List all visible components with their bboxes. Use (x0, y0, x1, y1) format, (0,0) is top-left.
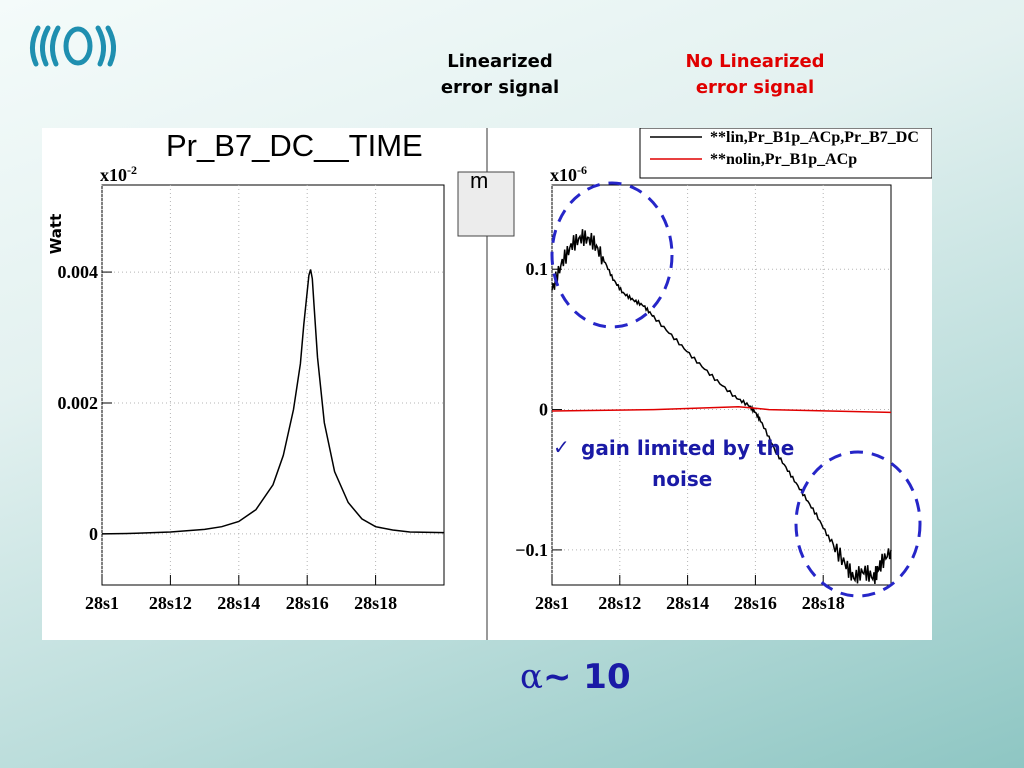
left-ticks: 28s1 28s12 28s14 28s16 28s18 0 0.002 0.004 (58, 262, 398, 613)
highlight-circle-bottom (794, 450, 922, 598)
right-legend: **lin,Pr_B1p_ACp,Pr_B7_DC **nolin,Pr_B1p… (639, 127, 933, 179)
left-y-axis-label: Watt (47, 214, 65, 254)
right-series-line-1 (551, 406, 892, 414)
logo-icon (30, 25, 116, 67)
left-y-tick-label: 0.002 (58, 393, 99, 413)
alpha-text: ~ 10 (542, 657, 631, 697)
alpha-symbol: α (520, 657, 543, 697)
right-x-tick-label: 28s14 (666, 593, 709, 613)
plot-panel: 28s1 28s12 28s14 28s16 28s18 0 0.002 0.004 Pr_B… (42, 127, 933, 640)
right-y-tick-label: 0.1 (526, 259, 549, 279)
right-y-tick-label: −0.1 (515, 540, 548, 560)
left-x-tick-label: 28s16 (286, 593, 329, 613)
legend-label-nolin: **nolin,Pr_B1p_ACp (710, 151, 857, 168)
left-y-exponent: x10-2 (100, 163, 137, 185)
highlight-circle-top (550, 181, 674, 329)
left-chart: 28s1 28s12 28s14 28s16 28s18 0 0.002 0.004 Pr_B… (47, 128, 445, 613)
annotation-check-icon: ✓ (553, 435, 570, 459)
left-y-tick-label: 0.004 (58, 262, 99, 282)
right-series (551, 229, 892, 585)
left-grid (101, 185, 444, 585)
nonlinearized-header: No Linearized error signal (685, 51, 825, 98)
plots-svg: 28s1 28s12 28s14 28s16 28s18 0 0.002 0.004 Pr_B… (47, 127, 933, 640)
annotation-line-2: noise (652, 467, 712, 491)
right-y-tick-label: 0 (539, 400, 548, 420)
left-chart-title: Pr_B7_DC__TIME (166, 128, 423, 163)
linearized-header: Linearized error signal (440, 51, 560, 98)
left-x-tick-label: 28s18 (354, 593, 397, 613)
right-x-tick-label: 28s16 (734, 593, 777, 613)
left-series-line-0 (101, 269, 445, 535)
left-y-tick-label: 0 (89, 524, 98, 544)
left-x-tick-label: 28s14 (217, 593, 260, 613)
right-x-tick-label: 28s1 (535, 593, 569, 613)
right-ticks: 28s1 28s12 28s14 28s16 28s18 0.1 0 −0.1 (515, 259, 844, 613)
right-x-tick-label: 28s18 (802, 593, 845, 613)
annotation-line-1: gain limited by the (581, 436, 794, 460)
alpha-ratio: α~ 10 (520, 657, 680, 701)
canvas-tool-button[interactable] (457, 171, 515, 237)
legend-label-lin: **lin,Pr_B1p_ACp,Pr_B7_DC (710, 129, 919, 146)
right-y-exponent: x10-6 (550, 163, 587, 185)
left-x-tick-label: 28s12 (149, 593, 192, 613)
canvas-tool-button-label: m (470, 168, 488, 193)
left-plot-frame (101, 184, 445, 586)
right-series-line-0 (551, 229, 892, 585)
right-x-tick-label: 28s12 (598, 593, 641, 613)
left-x-tick-label: 28s1 (85, 593, 119, 613)
left-series (101, 269, 445, 535)
right-chart: 28s1 28s12 28s14 28s16 28s18 0.1 0 −0.1 x10-6 *… (515, 127, 933, 613)
